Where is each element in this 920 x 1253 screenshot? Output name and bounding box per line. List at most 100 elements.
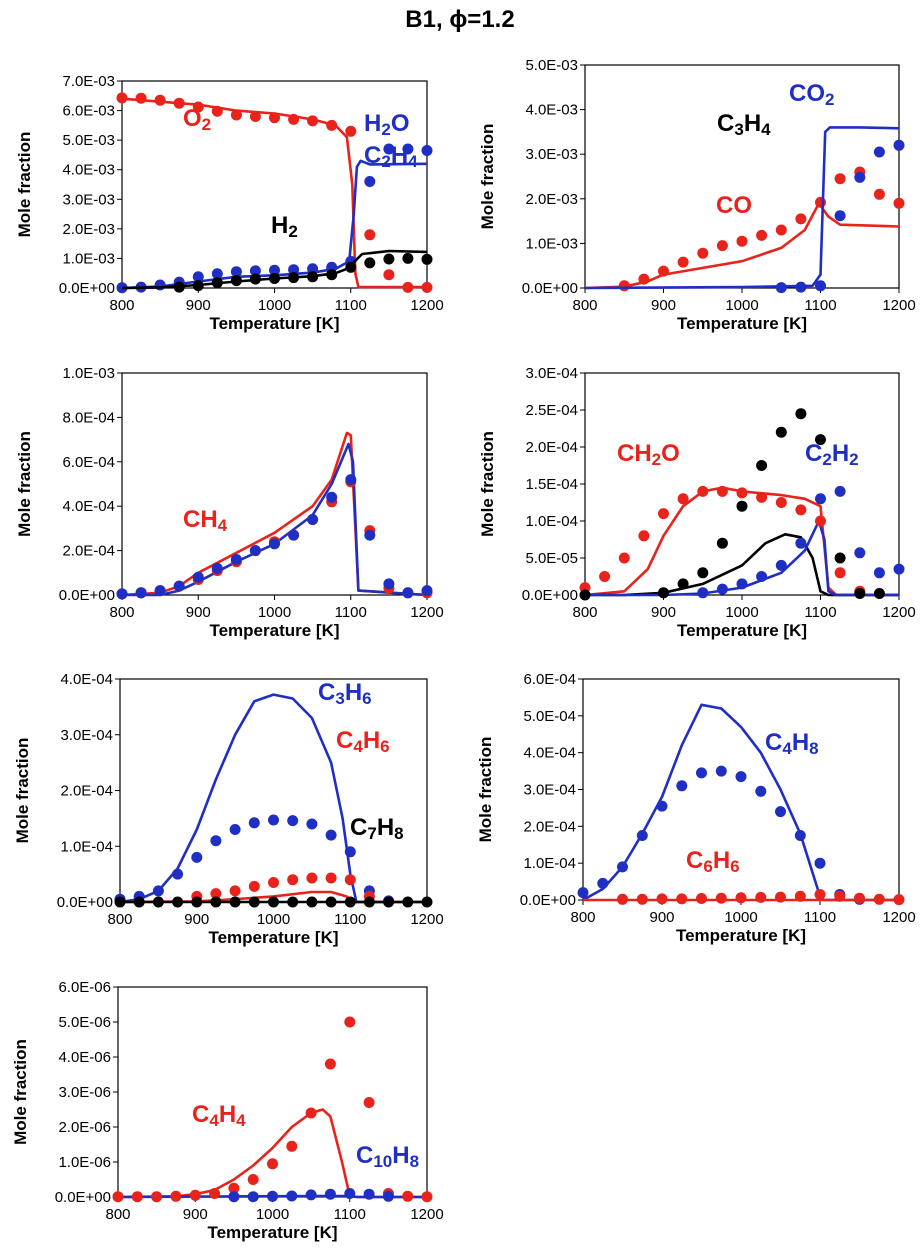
data-point-h2o-exp xyxy=(249,265,261,277)
data-point-h2o-exp xyxy=(402,143,414,155)
data-point-c2h4-exp xyxy=(402,587,414,599)
y-tick-label: 2.0E-03 xyxy=(62,221,115,238)
y-tick-label: 1.0E-06 xyxy=(58,1154,111,1171)
chart-panel-2: 0.0E+00 1.0E-03 2.0E-03 3.0E-03 4.0E-03 5.0E-… xyxy=(478,57,916,333)
series-line-c3h6-model xyxy=(119,693,427,904)
species-label: C4H6 xyxy=(336,727,390,756)
data-point-c6h6-exp xyxy=(755,891,767,903)
data-point-c2h2-exp xyxy=(834,485,846,497)
species-label: C10H8 xyxy=(356,1142,419,1171)
data-point-c3h4-exp xyxy=(815,434,826,446)
data-point-c3h6-exp xyxy=(229,824,241,835)
x-tick-label: 1200 xyxy=(882,909,915,926)
data-point-h2-exp xyxy=(421,253,433,265)
species-label: H2 xyxy=(271,212,298,241)
data-point-c6h6-exp xyxy=(854,892,865,904)
y-tick-label: 1.0E-04 xyxy=(523,855,576,872)
data-point-c4h6-exp xyxy=(248,880,260,892)
data-point-o2-exp xyxy=(230,109,242,121)
data-point-co-exp xyxy=(815,196,826,208)
data-point-c3h4-exp xyxy=(873,588,885,599)
x-axis-label: Temperature [K] xyxy=(677,621,807,640)
data-point-c6h6-exp xyxy=(814,889,826,900)
data-point-c3h6-exp xyxy=(152,885,164,897)
series-line-c4h8-model xyxy=(582,703,899,902)
data-point-c10h8-exp xyxy=(382,1190,394,1202)
y-tick-label: 2.0E-04 xyxy=(523,818,576,835)
y-tick-label: 2.0E-04 xyxy=(525,439,578,456)
data-point-co-exp xyxy=(873,188,885,200)
y-tick-label: 5.0E-03 xyxy=(62,132,115,149)
plot-frame xyxy=(584,64,900,289)
data-point-c4h8-exp xyxy=(775,806,786,818)
x-tick-label: 1000 xyxy=(725,297,758,314)
data-point-c4h6-exp xyxy=(287,874,299,886)
data-point-co-exp xyxy=(795,213,807,225)
data-point-c4h8-exp xyxy=(755,785,767,797)
data-point-c10h8-exp xyxy=(228,1191,240,1203)
data-point-c4h8-exp xyxy=(597,877,609,889)
panels: 0.0E+00 1.0E-03 2.0E-03 3.0E-03 4.0E-03 5.0E-… xyxy=(11,57,916,1242)
data-point-c6h6-exp xyxy=(617,893,628,905)
y-axis-label: Mole fraction xyxy=(11,1039,30,1145)
data-point-c3h4-exp xyxy=(775,426,787,438)
x-tick-label: 800 xyxy=(109,297,134,314)
data-point-c4h4-exp xyxy=(228,1182,240,1194)
data-point-c4h6-exp xyxy=(268,877,279,888)
data-point-c4h8-exp xyxy=(794,830,806,841)
data-point-h2o-exp xyxy=(383,143,395,155)
data-point-c4h4-exp xyxy=(324,1058,336,1070)
figure-title: B1, ϕ=1.2 xyxy=(405,6,514,33)
x-tick-label: 800 xyxy=(105,1206,130,1223)
data-point-ch2o-exp xyxy=(599,571,611,582)
y-tick-label: 2.0E-03 xyxy=(525,191,578,208)
data-point-c3h6-exp xyxy=(306,818,318,830)
data-point-c4h6-exp xyxy=(306,872,318,884)
x-tick-label: 1100 xyxy=(334,1206,366,1223)
data-point-c3h6-exp xyxy=(268,814,279,826)
x-tick-label: 900 xyxy=(186,297,211,314)
data-point-c4h8-exp xyxy=(814,857,826,869)
data-point-c4h6-exp xyxy=(229,885,241,897)
species-label: CO2 xyxy=(789,80,834,109)
series-line-c4h4-model xyxy=(117,1108,427,1199)
data-point-c4h8-exp xyxy=(715,765,727,777)
x-tick-label: 800 xyxy=(107,911,132,928)
y-tick-label: 1.0E-03 xyxy=(525,235,578,252)
chart-panel-3: 0.0E+00 2.0E-04 4.0E-04 6.0E-04 8.0E-04 1.0E-… xyxy=(15,142,444,640)
y-tick-label: 4.0E-03 xyxy=(525,102,578,119)
data-point-o2-exp xyxy=(192,101,204,113)
y-axis-label: Mole fraction xyxy=(478,124,497,230)
data-point-c2h4-exp xyxy=(249,545,261,557)
x-tick-label: 1000 xyxy=(724,909,757,926)
data-point-o2-exp xyxy=(345,125,357,137)
data-point-o2-exp xyxy=(326,119,338,131)
species-label: C6H6 xyxy=(686,847,740,876)
x-tick-label: 800 xyxy=(572,297,597,314)
data-point-c4h4-exp xyxy=(247,1174,259,1185)
x-tick-label: 1200 xyxy=(410,911,443,928)
data-point-ch2o-exp xyxy=(677,493,689,505)
y-tick-label: 2.0E-04 xyxy=(62,543,115,560)
x-tick-label: 1000 xyxy=(258,297,291,314)
y-tick-label: 3.0E-03 xyxy=(525,146,578,163)
data-point-c3h6-exp xyxy=(210,835,222,847)
y-tick-label: 2.5E-04 xyxy=(525,402,578,419)
data-point-c2h4-exp xyxy=(173,580,185,592)
data-point-c2h2-exp xyxy=(854,547,866,559)
data-point-c2h2-exp xyxy=(716,583,728,595)
species-label: H2O xyxy=(364,110,409,139)
data-point-h2o-exp xyxy=(288,264,300,276)
data-point-c4h4-exp xyxy=(170,1190,182,1202)
data-point-h2-exp xyxy=(230,275,242,287)
data-point-co2-exp xyxy=(775,282,787,294)
data-point-c3h4-exp xyxy=(756,460,768,471)
y-tick-label: 0.0E+00 xyxy=(59,280,115,297)
data-point-c2h4-exp xyxy=(307,514,319,525)
data-point-c7h8-exp xyxy=(248,896,260,908)
chart-panel-7: 0.0E+00 1.0E-06 2.0E-06 3.0E-06 4.0E-06 5.0E-… xyxy=(11,979,444,1242)
y-tick-label: 5.0E-03 xyxy=(525,57,578,74)
data-point-ch2o-exp xyxy=(736,487,748,499)
data-point-c4h4-exp xyxy=(305,1107,317,1119)
